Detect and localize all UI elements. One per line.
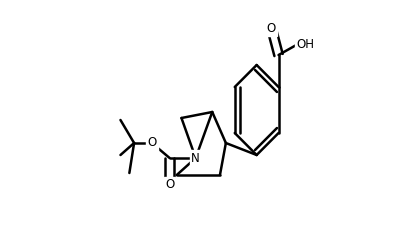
Text: N: N xyxy=(191,152,200,164)
Text: OH: OH xyxy=(296,39,314,51)
Text: O: O xyxy=(266,21,275,35)
Text: O: O xyxy=(164,178,174,192)
Text: O: O xyxy=(147,137,156,149)
